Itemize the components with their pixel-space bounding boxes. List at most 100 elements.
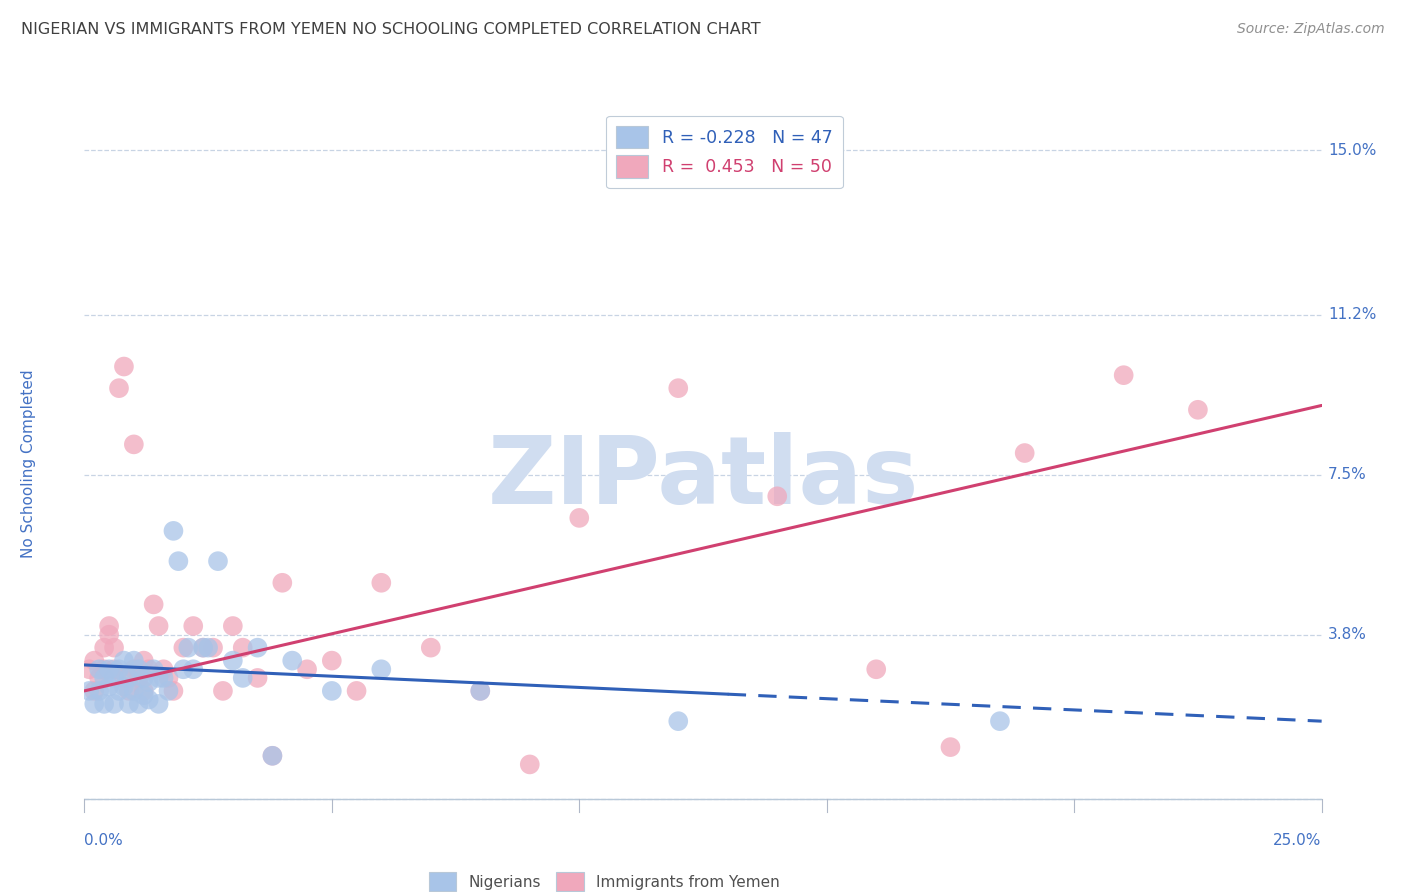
Point: [222, 619, 245, 633]
Point: [103, 640, 125, 655]
Point: [142, 598, 165, 612]
Point: [172, 640, 194, 655]
Point: [132, 671, 155, 685]
Text: No Schooling Completed: No Schooling Completed: [21, 369, 37, 558]
Point: [1187, 402, 1209, 417]
Point: [132, 684, 155, 698]
Text: 15.0%: 15.0%: [1327, 143, 1376, 158]
Text: NIGERIAN VS IMMIGRANTS FROM YEMEN NO SCHOOLING COMPLETED CORRELATION CHART: NIGERIAN VS IMMIGRANTS FROM YEMEN NO SCH…: [21, 22, 761, 37]
Point: [246, 671, 269, 685]
Point: [519, 757, 541, 772]
Text: 3.8%: 3.8%: [1327, 627, 1367, 642]
Point: [157, 671, 180, 685]
Point: [103, 671, 125, 685]
Point: [138, 692, 160, 706]
Point: [157, 684, 180, 698]
Point: [79, 662, 101, 676]
Text: ZIPatlas: ZIPatlas: [488, 432, 918, 524]
Point: [419, 640, 441, 655]
Point: [112, 671, 135, 685]
Point: [370, 662, 392, 676]
Point: [470, 684, 492, 698]
Point: [232, 640, 254, 655]
Point: [246, 640, 269, 655]
Point: [83, 684, 105, 698]
Point: [568, 511, 591, 525]
Point: [212, 684, 235, 698]
Point: [138, 662, 160, 676]
Point: [98, 619, 121, 633]
Point: [766, 489, 789, 503]
Point: [197, 640, 219, 655]
Point: [181, 662, 204, 676]
Point: [232, 671, 254, 685]
Point: [191, 640, 214, 655]
Point: [262, 748, 284, 763]
Point: [148, 619, 170, 633]
Legend: Nigerians, Immigrants from Yemen: Nigerians, Immigrants from Yemen: [420, 864, 787, 892]
Point: [281, 654, 304, 668]
Point: [138, 675, 160, 690]
Point: [152, 671, 174, 685]
Point: [207, 554, 229, 568]
Point: [93, 662, 115, 676]
Point: [1112, 368, 1135, 383]
Point: [321, 684, 343, 698]
Point: [939, 740, 962, 755]
Point: [112, 654, 135, 668]
Point: [128, 662, 150, 676]
Point: [83, 654, 105, 668]
Point: [122, 662, 145, 676]
Point: [112, 359, 135, 374]
Point: [128, 697, 150, 711]
Point: [370, 575, 392, 590]
Point: [128, 671, 150, 685]
Point: [271, 575, 294, 590]
Point: [181, 619, 204, 633]
Point: [132, 654, 155, 668]
Point: [346, 684, 368, 698]
Point: [98, 628, 121, 642]
Point: [202, 640, 225, 655]
Point: [98, 662, 121, 676]
Text: 7.5%: 7.5%: [1327, 467, 1367, 483]
Point: [89, 684, 111, 698]
Point: [79, 684, 101, 698]
Point: [988, 714, 1011, 728]
Point: [93, 697, 115, 711]
Text: Source: ZipAtlas.com: Source: ZipAtlas.com: [1237, 22, 1385, 37]
Point: [118, 684, 141, 698]
Point: [89, 671, 111, 685]
Point: [172, 662, 194, 676]
Text: 25.0%: 25.0%: [1274, 833, 1322, 848]
Point: [118, 671, 141, 685]
Point: [148, 697, 170, 711]
Point: [162, 524, 184, 538]
Point: [177, 640, 200, 655]
Point: [162, 684, 184, 698]
Point: [262, 748, 284, 763]
Point: [108, 662, 131, 676]
Point: [93, 671, 115, 685]
Point: [148, 671, 170, 685]
Point: [142, 662, 165, 676]
Point: [321, 654, 343, 668]
Text: 0.0%: 0.0%: [84, 833, 124, 848]
Point: [93, 640, 115, 655]
Point: [98, 680, 121, 694]
Point: [1014, 446, 1036, 460]
Point: [122, 654, 145, 668]
Point: [108, 381, 131, 395]
Point: [295, 662, 318, 676]
Point: [132, 688, 155, 702]
Point: [152, 662, 174, 676]
Point: [122, 684, 145, 698]
Text: 11.2%: 11.2%: [1327, 307, 1376, 322]
Point: [118, 697, 141, 711]
Point: [89, 662, 111, 676]
Point: [470, 684, 492, 698]
Point: [222, 654, 245, 668]
Point: [666, 714, 689, 728]
Point: [122, 437, 145, 451]
Point: [167, 554, 190, 568]
